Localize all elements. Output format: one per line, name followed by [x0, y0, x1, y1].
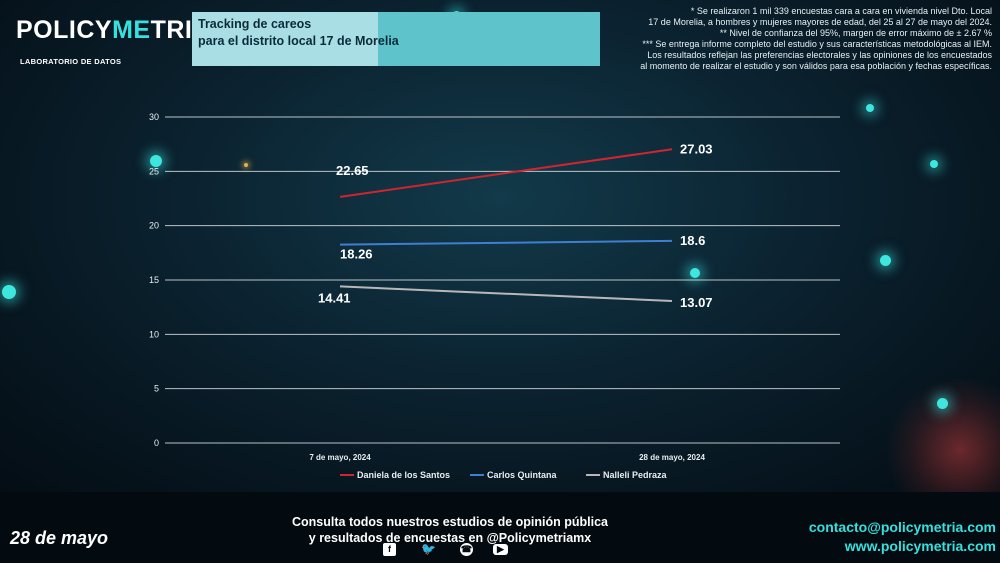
decorative-dot	[2, 285, 16, 299]
note-line: * Se realizaron 1 mil 339 encuestas cara…	[690, 6, 992, 16]
consult-line: Consulta todos nuestros estudios de opin…	[292, 515, 608, 529]
footer-contact: contacto@policymetria.com www.policymetr…	[809, 518, 996, 556]
legend-label: Daniela de los Santos	[357, 470, 450, 480]
note-line: ** Nivel de confianza del 95%, margen de…	[719, 28, 992, 38]
footer-date: 28 de mayo	[10, 528, 109, 548]
data-label: 13.07	[680, 295, 713, 310]
contact-email[interactable]: contacto@policymetria.com	[808, 519, 996, 535]
background	[0, 0, 1000, 492]
data-label: 14.41	[318, 290, 351, 305]
x-tick-label: 28 de mayo, 2024	[639, 453, 705, 462]
facebook-icon[interactable]: f	[383, 543, 396, 556]
note-line: 17 de Morelia, a hombres y mujeres mayor…	[648, 17, 992, 27]
data-label: 27.03	[680, 141, 713, 156]
legend-label: Nalleli Pedraza	[603, 470, 668, 480]
consult-line: y resultados de encuestas en @Policymetr…	[308, 531, 592, 545]
brand-subtitle: LABORATORIO DE DATOS	[20, 57, 122, 66]
whatsapp-icon[interactable]: ☎	[460, 543, 473, 556]
data-label: 18.6	[680, 233, 705, 248]
note-line: *** Se entrega informe completo del estu…	[642, 39, 992, 49]
decorative-dot	[150, 155, 162, 167]
series-line	[339, 239, 673, 246]
y-tick-label: 20	[149, 221, 159, 231]
y-tick-label: 30	[149, 112, 159, 122]
decorative-dot	[937, 398, 948, 409]
decorative-dot	[930, 160, 938, 168]
y-tick-label: 25	[149, 166, 159, 176]
y-tick-label: 5	[154, 384, 159, 394]
contact-website[interactable]: www.policymetria.com	[844, 538, 996, 554]
chart-title-line2: para el distrito local 17 de Morelia	[198, 34, 399, 48]
decorative-dot	[866, 104, 874, 112]
decorative-dot	[244, 163, 248, 167]
x-tick-label: 7 de mayo, 2024	[309, 453, 371, 462]
twitter-icon[interactable]: 🐦	[421, 542, 436, 556]
note-line: Los resultados reflejan las preferencias…	[647, 50, 992, 60]
decorative-dot	[690, 268, 700, 278]
footer-consult: Consulta todos nuestros estudios de opin…	[200, 514, 700, 546]
y-tick-label: 0	[154, 438, 159, 448]
y-tick-label: 10	[149, 329, 159, 339]
legend-label: Carlos Quintana	[487, 470, 558, 480]
chart-title-box: Tracking de careos para el distrito loca…	[192, 12, 600, 66]
y-tick-label: 15	[149, 275, 159, 285]
note-line: al momento de realizar el estudio y son …	[640, 61, 992, 71]
series-line	[339, 148, 673, 198]
methodology-notes: * Se realizaron 1 mil 339 encuestas cara…	[597, 6, 992, 72]
decorative-dot	[880, 255, 891, 266]
youtube-icon[interactable]: ▶	[493, 544, 508, 555]
chart-title-line1: Tracking de careos	[198, 17, 312, 31]
data-label: 22.65	[336, 163, 369, 178]
series-line	[339, 285, 673, 302]
data-label: 18.26	[340, 247, 373, 262]
line-chart: 0 5 10 15 20 25 30 7 de mayo, 2024 28 de mayo, 2…	[149, 112, 840, 480]
